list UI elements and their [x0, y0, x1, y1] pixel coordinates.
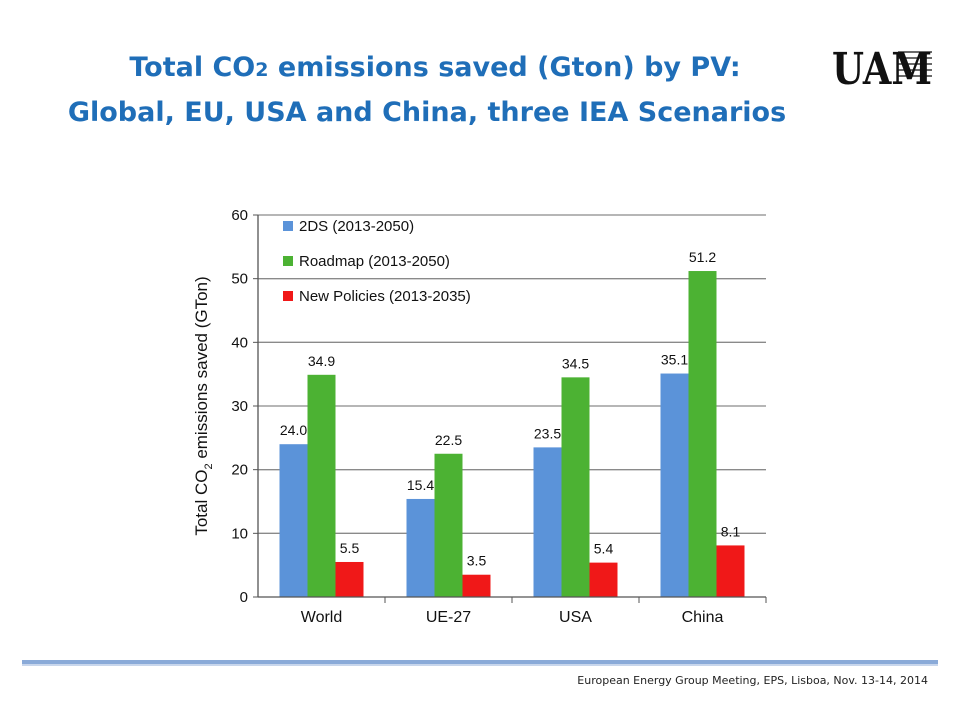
slide-title-line1: Total CO2 emissions saved (Gton) by PV:: [0, 52, 870, 83]
bar: [533, 447, 562, 597]
data-label: 23.5: [534, 425, 561, 441]
data-label: 51.2: [689, 249, 716, 265]
bar: [335, 561, 364, 597]
y-tick-label: 40: [231, 334, 248, 351]
axes: 0 10 20 30 40 50 60 World UE-27 USA China: [231, 207, 767, 626]
legend-swatch: [283, 256, 293, 266]
bar: [279, 444, 308, 597]
legend-label: 2DS (2013-2050): [299, 218, 414, 235]
bar: [660, 373, 689, 597]
y-tick-label: 20: [231, 462, 248, 479]
y-tick-label: 60: [231, 207, 248, 224]
bar: [716, 545, 745, 597]
bar: [434, 453, 463, 597]
footer-divider-shadow: [22, 664, 938, 666]
footer-text: European Energy Group Meeting, EPS, Lisb…: [577, 674, 928, 687]
bars: 24.0 34.9 5.5 15.4 22.5 3.5 23.5 34.5 5.4 35.1 51.…: [279, 249, 745, 597]
legend-label: Roadmap (2013-2050): [299, 253, 450, 270]
data-label: 34.5: [562, 355, 589, 371]
title-text-pre: Total CO: [129, 52, 256, 83]
uam-logo: UAM: [832, 44, 932, 92]
title-text-post: emissions saved (Gton) by PV:: [268, 52, 741, 83]
x-tick-label: China: [682, 609, 724, 626]
x-tick-label: USA: [559, 609, 592, 626]
data-label: 5.4: [594, 541, 614, 557]
legend-swatch: [283, 291, 293, 301]
data-label: 35.1: [661, 352, 688, 368]
y-tick-label: 30: [231, 398, 248, 415]
legend: 2DS (2013-2050) Roadmap (2013-2050) New Po…: [283, 218, 471, 305]
bar: [462, 574, 491, 597]
data-label: 5.5: [340, 540, 360, 556]
footer-divider: [22, 660, 938, 664]
x-tick-label: UE-27: [426, 609, 471, 626]
slide-title-line2: Global, EU, USA and China, three IEA Sce…: [67, 97, 787, 128]
data-label: 15.4: [407, 477, 434, 493]
data-label: 3.5: [467, 553, 487, 569]
y-tick-label: 10: [231, 525, 248, 542]
title-subscript: 2: [255, 59, 269, 81]
bar: [561, 377, 590, 597]
bar: [589, 562, 618, 597]
y-tick-label: 50: [231, 271, 248, 288]
y-axis-label: Total CO2 emissions saved (GTon): [192, 276, 215, 535]
data-label: 34.9: [308, 353, 335, 369]
legend-label: New Policies (2013-2035): [299, 288, 471, 305]
bar: [688, 271, 717, 597]
bar: [406, 498, 435, 597]
bar: [307, 374, 336, 597]
x-tick-label: World: [301, 609, 343, 626]
y-tick-label: 0: [240, 589, 248, 606]
data-label: 24.0: [280, 422, 307, 438]
legend-swatch: [283, 221, 293, 231]
data-label: 22.5: [435, 432, 462, 448]
data-label: 8.1: [721, 523, 741, 539]
